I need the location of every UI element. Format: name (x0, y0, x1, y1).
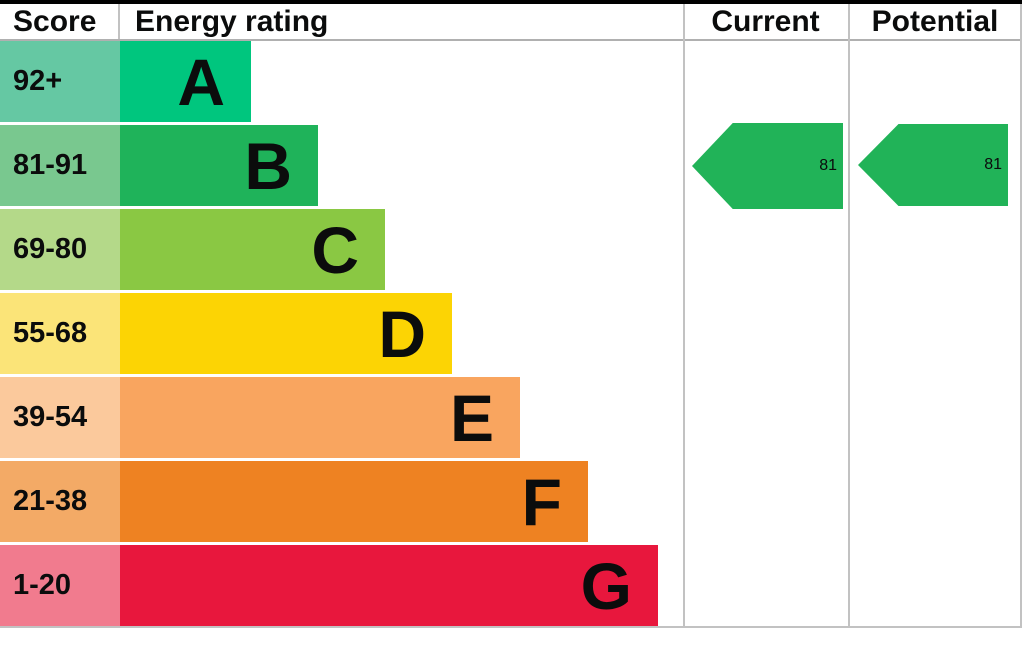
header-current: Current (711, 4, 820, 38)
band-row-f: 21-38 F (0, 461, 1022, 545)
band-bar: B (120, 125, 318, 206)
band-bar: A (120, 41, 251, 122)
band-row-c: 69-80 C (0, 209, 1022, 293)
band-row-d: 55-68 D (0, 293, 1022, 377)
band-row-e: 39-54 E (0, 377, 1022, 461)
band-letter: D (378, 296, 426, 371)
potential-rating-arrow: 81 (858, 124, 1008, 206)
header-underline (0, 39, 1022, 41)
divider-rating-current (683, 4, 685, 628)
top-border-rule (0, 0, 1022, 4)
band-row-g: 1-20 G (0, 545, 1022, 629)
band-bar: E (120, 377, 520, 458)
band-letter: C (311, 212, 359, 287)
band-bar: D (120, 293, 452, 374)
band-letter: F (521, 464, 562, 539)
band-letter: G (580, 548, 632, 623)
band-score-range: 39-54 (0, 377, 120, 458)
band-bar: G (120, 545, 658, 626)
potential-rating-value: 81 (984, 156, 1002, 173)
band-score-range: 21-38 (0, 461, 120, 542)
divider-right-edge (1020, 4, 1022, 628)
band-letter: A (177, 44, 225, 119)
chart-header-row: Score Energy rating Current Potential (0, 4, 1022, 39)
band-letter: E (449, 380, 494, 455)
band-row-a: 92+ A (0, 41, 1022, 125)
band-score-range: 55-68 (0, 293, 120, 374)
current-rating-value: 81 (819, 157, 837, 174)
band-score-range: 81-91 (0, 125, 120, 206)
band-row-b: 81-91 B (0, 125, 1022, 209)
header-score: Score (13, 4, 97, 38)
header-energy-rating: Energy rating (135, 4, 329, 38)
band-score-range: 92+ (0, 41, 120, 122)
band-score-range: 69-80 (0, 209, 120, 290)
band-letter: B (244, 128, 292, 203)
divider-current-potential (848, 4, 850, 628)
header-potential: Potential (871, 4, 999, 38)
bottom-border-rule (0, 626, 1022, 628)
band-bar: C (120, 209, 385, 290)
band-bar: F (120, 461, 588, 542)
band-score-range: 1-20 (0, 545, 120, 626)
divider-score-rating (118, 4, 120, 39)
band-rows: 92+ A 81-91 B 69-80 C 55-68 D 39-54 E 21… (0, 41, 1022, 629)
